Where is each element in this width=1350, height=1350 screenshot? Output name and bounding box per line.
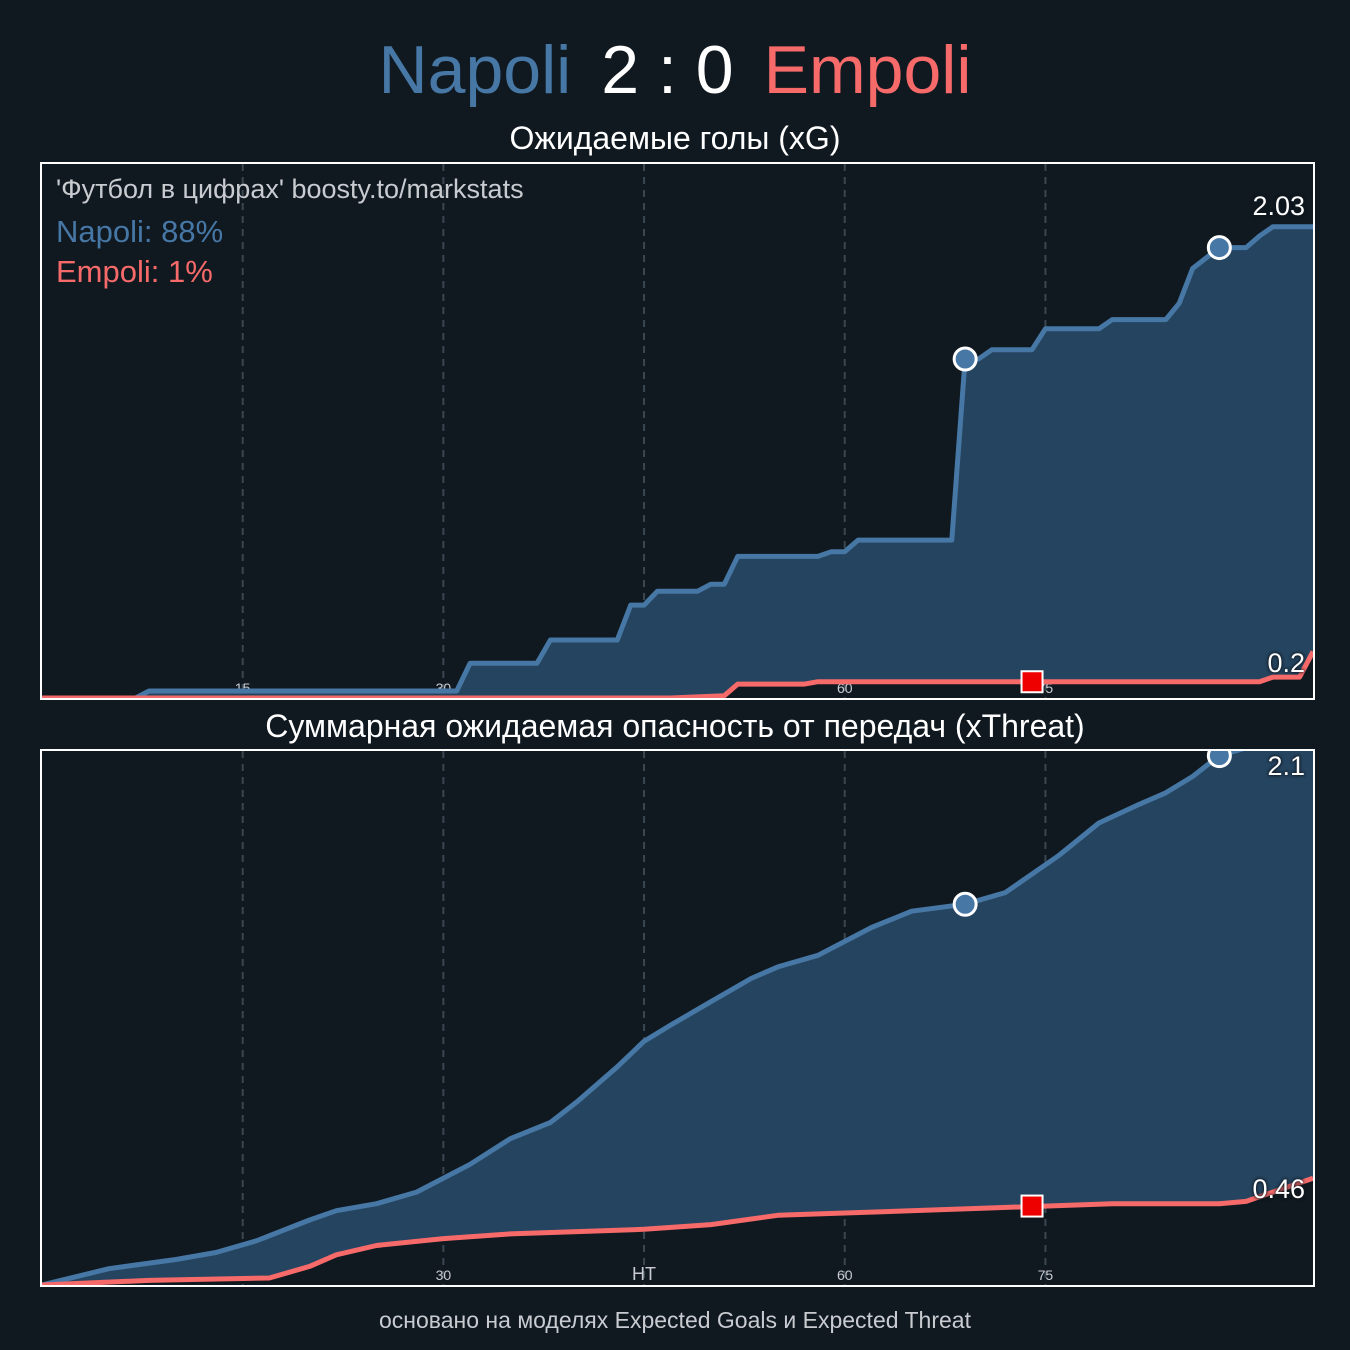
match-header: Napoli 2 : 0 Empoli (0, 28, 1350, 112)
xg-home-goal-marker (952, 346, 978, 372)
home-team-name: Napoli (378, 32, 572, 108)
xg-chart: 1530HT6075 'Футбол в цифрах' boosty.to/m… (40, 162, 1315, 700)
home-win-probability: Napoli: 88% (56, 214, 224, 249)
xt-chart-title: Суммарная ожидаемая опасность от передач… (265, 708, 1085, 744)
xt-home-line (42, 751, 1245, 1285)
xt-home-final-label: 2.1 (1267, 751, 1305, 781)
away-win-probability: Empoli: 1% (56, 254, 213, 289)
xg-home-goal-marker (1206, 235, 1232, 261)
xt-away-line (42, 1175, 1313, 1285)
xt-x-tick-label: 60 (837, 1267, 853, 1283)
xt-away-goal-marker (1020, 1194, 1044, 1218)
xg-chart-title: Ожидаемые голы (xG) (509, 120, 841, 156)
xg-home-final-label: 2.03 (1252, 190, 1305, 221)
xt-x-tick-label: HT (632, 1264, 656, 1284)
xg-away-line (42, 650, 1313, 698)
xt-home-goal-marker (1206, 751, 1232, 769)
xg-chart-plot: 1530HT6075 (42, 164, 1313, 698)
match-score: 2 : 0 (601, 32, 734, 108)
away-team-name: Empoli (763, 32, 972, 108)
xg-home-line (42, 224, 1313, 698)
xg-away-final-label: 0.2 (1267, 647, 1305, 678)
xt-chart-plot: 1530HT6075 (42, 751, 1313, 1285)
xt-home-goal-marker (952, 891, 978, 917)
xt-x-tick-label: 75 (1038, 1267, 1054, 1283)
watermark: 'Футбол в цифрах' boosty.to/markstats (56, 174, 524, 204)
xt-x-tick-label: 30 (436, 1267, 452, 1283)
xt-away-final-label: 0.46 (1252, 1174, 1305, 1205)
xg-home-area (42, 226, 1313, 698)
footer-note: основано на моделях Expected Goals и Exp… (379, 1307, 971, 1333)
xt-chart: 1530HT6075 2.1 0.46 (40, 749, 1315, 1287)
xg-away-goal-marker (1020, 670, 1044, 694)
xt-home-area (42, 751, 1313, 1285)
